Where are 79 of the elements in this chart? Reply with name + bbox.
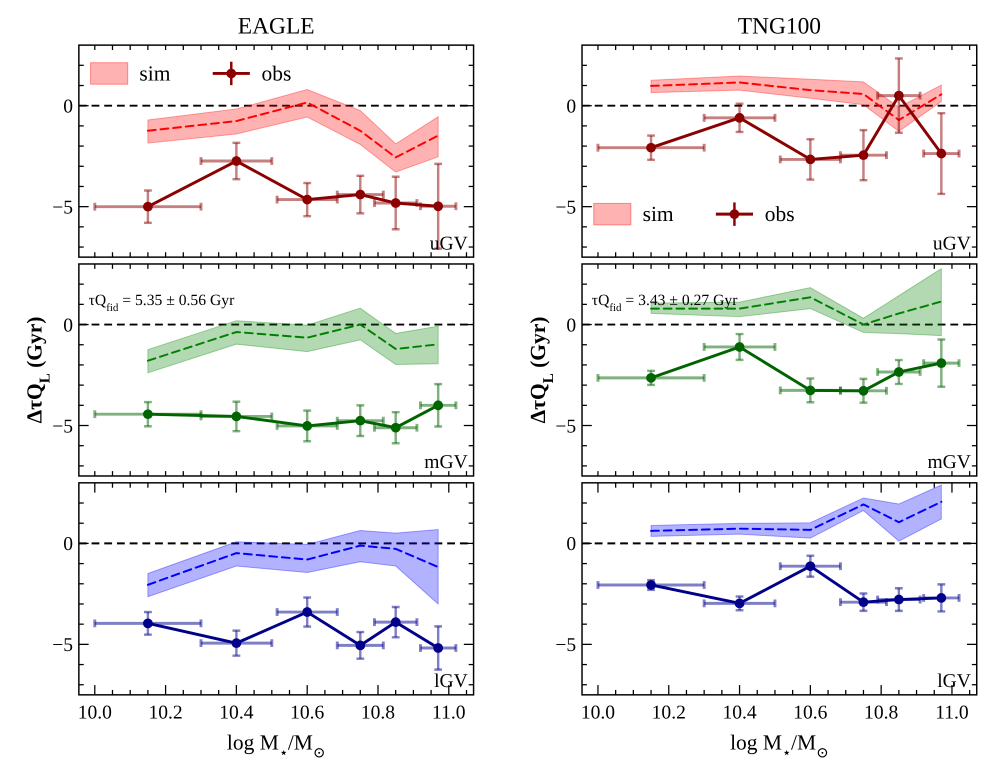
y-tick-label: −5	[555, 635, 576, 656]
point	[355, 190, 366, 200]
point	[433, 201, 444, 212]
x-tick-label: 10.2	[148, 702, 183, 724]
point	[646, 372, 656, 383]
point	[433, 400, 444, 410]
point	[734, 342, 744, 352]
x-tick-label: 11.0	[432, 702, 466, 724]
line-series	[146, 101, 440, 158]
y-tick-label: 0	[63, 96, 74, 118]
annotation: lGV	[937, 671, 971, 692]
x-axis-title: log M$_{⋆}$/M$_{⊙}$	[226, 730, 326, 762]
line-series	[146, 544, 440, 586]
point	[805, 385, 816, 396]
x-tick-label: 10.4	[219, 702, 254, 724]
point	[894, 594, 904, 604]
annotation: τQ$_{fid}$ = 3.43 ± 0.27 Gyr	[592, 292, 738, 314]
point	[355, 416, 366, 426]
point	[858, 386, 868, 396]
point	[232, 638, 242, 648]
x-tick-label: 10.8	[360, 702, 396, 724]
x-tick-label: 10.0	[78, 702, 112, 724]
point	[143, 618, 153, 628]
point	[858, 150, 868, 160]
x-tick-label: 10.4	[722, 702, 757, 724]
legend-label: obs	[764, 202, 795, 226]
annotation: τQ$_{fid}$ = 5.35 ± 0.56 Gyr	[88, 292, 236, 314]
x-tick-label: 10.6	[793, 702, 828, 724]
chart-title: EAGLE	[238, 13, 315, 40]
y-tick-label: 0	[63, 534, 74, 556]
point	[390, 422, 401, 433]
annotation: uGV	[932, 233, 971, 254]
y-tick-label: −5	[52, 635, 73, 656]
annotation: lGV	[434, 671, 468, 692]
chart-title: TNG100	[738, 13, 822, 40]
legend-label: sim	[139, 61, 171, 86]
point	[805, 154, 816, 164]
point	[355, 640, 366, 650]
legend-label: obs	[262, 61, 292, 86]
point	[232, 156, 242, 166]
point	[858, 597, 868, 608]
x-tick-label: 10.8	[864, 702, 898, 724]
point	[894, 90, 904, 100]
x-tick-label: 10.2	[652, 702, 686, 724]
y-tick-label: 0	[63, 315, 74, 336]
x-axis-title: log M$_{⋆}$/M$_{⊙}$	[730, 730, 829, 762]
y-tick-label: −5	[555, 416, 576, 438]
point	[433, 643, 444, 653]
y-tick-label: 0	[566, 96, 576, 118]
x-tick-label: 11.0	[935, 702, 969, 724]
y-tick-label: −5	[555, 198, 576, 218]
point	[734, 598, 744, 608]
line-series	[650, 82, 942, 122]
annotation: mGV	[927, 452, 971, 474]
point	[894, 367, 904, 377]
point	[390, 617, 401, 628]
point	[143, 409, 153, 420]
point	[302, 194, 312, 204]
point	[232, 412, 242, 422]
y-tick-label: 0	[566, 315, 576, 336]
y-tick-label: −5	[52, 198, 73, 218]
point	[936, 358, 946, 368]
point	[302, 421, 312, 431]
line-series	[650, 500, 942, 532]
annotation: mGV	[424, 452, 468, 474]
point	[646, 142, 656, 153]
annotation: uGV	[430, 233, 468, 254]
point	[805, 561, 816, 572]
point	[390, 198, 401, 208]
x-tick-label: 10.6	[290, 702, 325, 724]
x-tick-label: 10.0	[580, 702, 616, 724]
point	[734, 112, 744, 123]
y-tick-label: −5	[52, 416, 73, 438]
point	[936, 593, 946, 603]
point	[936, 148, 946, 158]
legend-label: sim	[642, 202, 674, 226]
point	[143, 202, 153, 212]
point	[302, 607, 312, 617]
y-tick-label: 0	[566, 534, 576, 556]
